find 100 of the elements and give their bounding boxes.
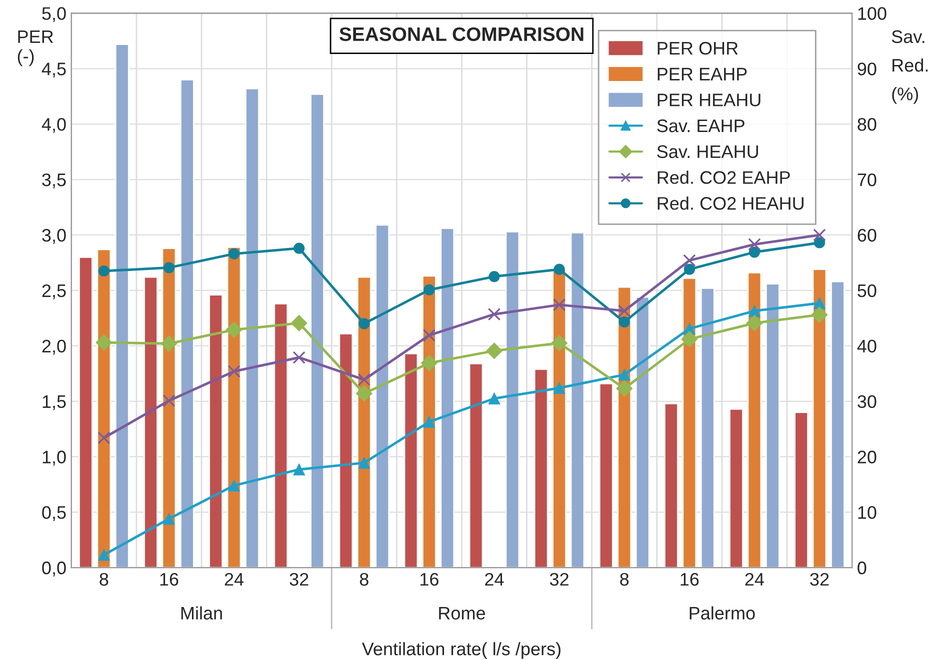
y-tick-label: 5,0 (42, 7, 66, 22)
y2-tick-label: 10 (858, 506, 876, 519)
point (356, 385, 372, 402)
text: Milan (181, 606, 222, 620)
y-tick-label: 2,0 (42, 340, 66, 355)
legend-label: Red. CO2 EAHP (658, 170, 790, 184)
point (422, 328, 436, 342)
bar (794, 412, 808, 568)
point (358, 373, 371, 386)
point (228, 248, 240, 260)
point (618, 304, 631, 318)
y-tick-label: 4,0 (42, 118, 66, 133)
point (488, 270, 500, 282)
point (486, 342, 502, 360)
point (358, 318, 370, 330)
bar (664, 402, 678, 568)
y-tick-label: 2,5 (42, 284, 66, 300)
point (683, 254, 696, 267)
bar (830, 280, 845, 568)
point (488, 392, 500, 404)
y2-tick-label: 30 (858, 395, 876, 408)
x-tick-label: 24 (745, 572, 764, 586)
point (748, 238, 761, 251)
point (618, 316, 630, 328)
bar (505, 230, 520, 568)
point (424, 284, 435, 296)
legend-label: PER HEAHU (658, 94, 760, 106)
point (98, 431, 110, 444)
point (98, 265, 110, 277)
y-tick-label: 3,5 (42, 173, 66, 188)
y2-tick-label: 40 (857, 340, 876, 353)
bar (468, 362, 484, 568)
x-tick-label: 32 (290, 572, 308, 586)
bar (78, 256, 93, 568)
x-tick-label: 8 (100, 572, 108, 586)
y2-tick-label: 80 (858, 118, 876, 131)
x-tick-label: 16 (680, 572, 699, 586)
point (290, 314, 308, 332)
x-tick-label: 32 (810, 572, 829, 586)
x-tick-label: 24 (485, 572, 504, 586)
y2-tick-label: 60 (858, 228, 876, 242)
y-tick-label: 3,0 (42, 228, 66, 244)
legend-label: PER OHR (658, 42, 738, 55)
point (420, 354, 438, 372)
y2-tick-label: 70 (858, 173, 876, 186)
point (228, 364, 240, 378)
point (553, 382, 566, 394)
bar (682, 278, 697, 568)
bar (440, 228, 455, 568)
point (358, 456, 370, 469)
bar (700, 287, 715, 568)
point (811, 306, 828, 323)
point (98, 548, 110, 561)
point (554, 264, 565, 275)
x-axis-title: Ventilation rate( l/s /pers) (362, 642, 560, 659)
point (163, 512, 175, 525)
x-tick-label: 16 (420, 572, 438, 586)
bar (180, 79, 194, 568)
y2-tick-label: 20 (858, 450, 876, 464)
point (618, 368, 630, 381)
legend-label: Sav. HEAHU (657, 145, 758, 158)
y2-tick-label: 100 (858, 7, 886, 20)
bar (310, 93, 324, 568)
y-tick-label: 1,0 (42, 450, 66, 466)
x-tick-label: 16 (160, 572, 178, 586)
bar (338, 332, 354, 568)
text: SEASONAL COMPARISON (339, 27, 584, 42)
point (813, 228, 826, 242)
text: Palermo (690, 606, 755, 620)
bar (635, 296, 650, 568)
point (552, 298, 566, 312)
bar (765, 283, 780, 568)
bar (96, 248, 112, 568)
point (814, 237, 826, 248)
point (681, 330, 698, 348)
point (748, 305, 760, 317)
text: Rome (439, 606, 485, 620)
point (163, 262, 175, 274)
bar (375, 224, 390, 568)
legend-label: PER EAHP (658, 68, 747, 80)
bar (812, 268, 827, 568)
point (96, 334, 112, 351)
x-tick-label: 24 (224, 572, 244, 586)
y2-tick-label: 50 (858, 284, 876, 298)
y-tick-label: 0,0 (42, 562, 66, 576)
y-tick-label: 0,5 (42, 506, 66, 522)
bar (208, 294, 224, 568)
point (226, 322, 242, 338)
point (488, 308, 501, 321)
point (684, 264, 695, 275)
point (292, 351, 306, 364)
legend-label: Sav. EAHP (657, 119, 744, 132)
point (293, 464, 305, 476)
point (160, 335, 178, 352)
bar (144, 276, 158, 568)
point (294, 242, 305, 254)
point (423, 416, 436, 428)
point (748, 246, 760, 258)
point (616, 380, 633, 397)
point (228, 480, 240, 492)
